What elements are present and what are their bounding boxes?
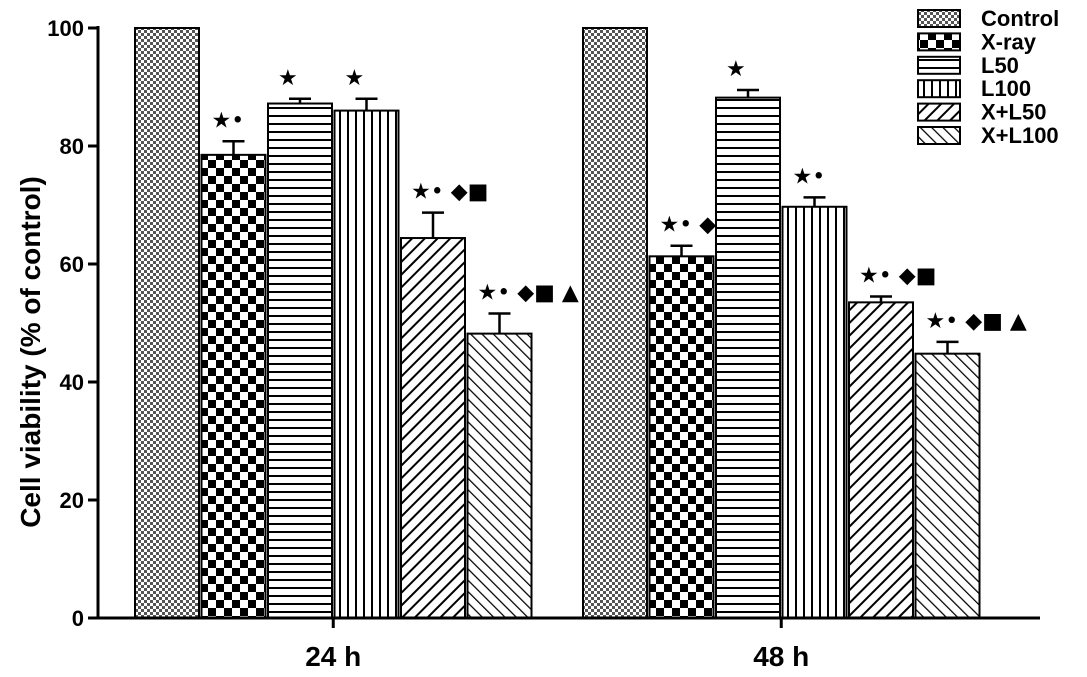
bar-l100-24h [333,109,400,619]
legend-label: X-ray [981,29,1037,54]
legend-label: L100 [981,76,1031,101]
y-axis: 0 20 40 60 80 100 [47,16,100,631]
bar-x-ray-24h [200,153,267,619]
error-bar [488,312,511,334]
bar-x-ray-48h [648,255,715,619]
error-bar [870,295,892,303]
y-tick-label: 100 [47,16,84,41]
bar-x-l100-24h [466,332,533,619]
bar-x-l100-48h [914,352,981,619]
bar-l50-24h [267,102,333,619]
y-tick-label: 20 [60,488,84,513]
y-tick-label: 0 [72,606,84,631]
legend-swatch [917,32,961,52]
legend-label: X+L100 [981,123,1059,148]
y-tick-label: 60 [60,252,84,277]
error-bar [803,196,826,207]
legend-swatch [917,126,961,145]
y-tick-label: 80 [60,134,84,159]
y-tick-label: 40 [60,370,84,395]
bar-x-l50-48h [848,301,914,619]
bar-l100-48h [781,205,848,620]
bar-x-l50-24h [400,237,466,619]
error-bar [355,97,378,111]
significance-annotation: ★ [345,66,365,91]
error-bar [670,244,693,257]
significance-annotation: ★• ◆■ ▲ [926,309,1027,334]
x-axis: 24 h 48 h [98,616,1040,672]
error-bar [422,211,444,239]
error-bar [737,88,759,98]
bar-control-48h [582,27,648,619]
x-category-label: 24 h [305,641,361,672]
error-bar [222,140,245,155]
error-bar [936,340,959,354]
y-axis-title: Cell viability (% of control) [15,176,46,528]
error-bar [289,97,311,104]
bar-l50-48h [715,96,781,620]
significance-annotation: ★• ◆■ ▲ [478,281,579,306]
significance-annotation: ★ [278,66,298,91]
legend-swatch [917,79,961,99]
bar-control-24h [134,27,200,619]
significance-annotation: ★ [726,57,746,82]
significance-annotation: ★• ◆■ [411,180,488,205]
legend-swatch [917,102,961,122]
legend-swatch [917,9,961,28]
x-category-label: 48 h [753,641,809,672]
bars: ★• ★ ★ ★• ◆■ ★• ◆■ ▲ ★• ◆ ★ ★• ★• ◆■ ★• ◆■ ▲ [134,27,1027,620]
significance-annotation: ★• ◆ [660,213,717,238]
legend-label: Control [981,6,1059,31]
legend-swatch [917,55,961,75]
legend-label: L50 [981,53,1019,78]
significance-annotation: ★• ◆■ [859,263,936,288]
significance-annotation: ★• [793,164,826,189]
significance-annotation: ★• [212,108,245,133]
legend-label: X+L50 [981,100,1046,125]
